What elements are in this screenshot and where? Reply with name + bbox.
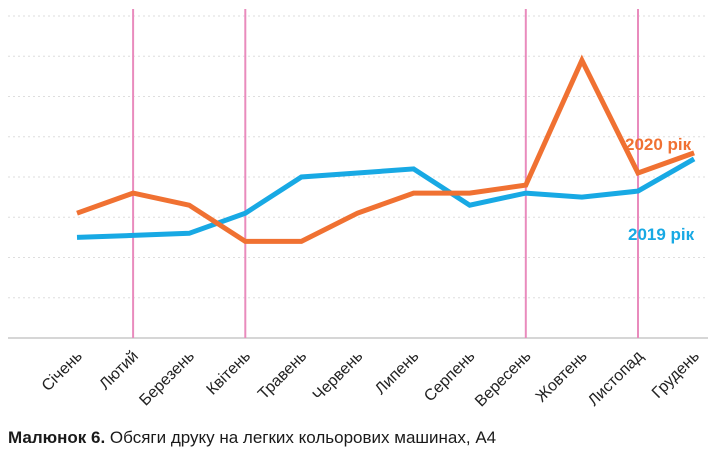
x-tick-label: Березень bbox=[136, 348, 198, 410]
series-labels: 2020 рік 2019 рік bbox=[625, 135, 695, 244]
x-tick-label: Травень bbox=[255, 348, 310, 403]
x-tick-label: Серпень bbox=[421, 348, 478, 405]
x-tick-label: Січень bbox=[39, 348, 86, 395]
highlight-lines bbox=[132, 9, 639, 338]
series-line bbox=[76, 54, 695, 244]
caption-text: Обсяги друку на легких кольорових машина… bbox=[105, 428, 497, 447]
grid-lines bbox=[8, 15, 708, 339]
x-tick-label: Липень bbox=[372, 348, 422, 398]
figure-caption: Малюнок 6. Обсяги друку на легких кольор… bbox=[8, 428, 496, 448]
x-tick-label: Червень bbox=[310, 348, 366, 404]
x-tick-label: Грудень bbox=[649, 348, 703, 402]
caption-label: Малюнок 6. bbox=[8, 428, 106, 447]
series-label: 2020 рік bbox=[625, 135, 692, 154]
series-line bbox=[76, 156, 696, 240]
x-tick-label: Листопад bbox=[585, 347, 647, 409]
x-tick-label: Лютий bbox=[96, 348, 142, 394]
series-lines bbox=[76, 54, 696, 244]
x-tick-label: Квітень bbox=[204, 348, 255, 399]
x-tick-label: Жовтень bbox=[533, 348, 591, 406]
series-label: 2019 рік bbox=[628, 225, 695, 244]
x-tick-label: Вересень bbox=[472, 348, 535, 411]
